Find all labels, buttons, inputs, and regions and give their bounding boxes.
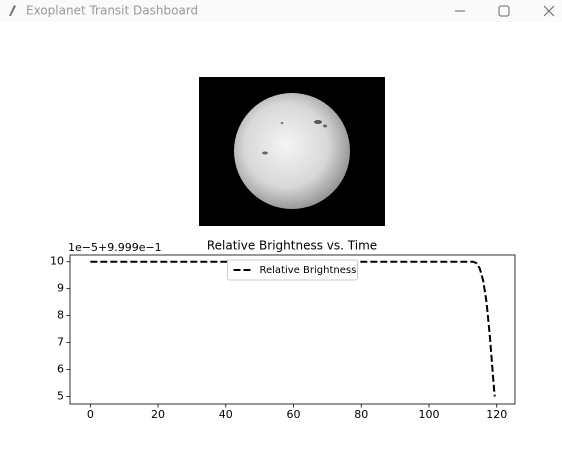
- legend-label: Relative Brightness: [260, 265, 357, 276]
- x-tick-label: 40: [219, 408, 233, 421]
- y-offset-label: 1e−5+9.999e−1: [68, 241, 162, 254]
- x-tick-label: 60: [287, 408, 301, 421]
- x-tick-label: 120: [486, 408, 507, 421]
- maximize-button[interactable]: [498, 5, 510, 17]
- window-title: Exoplanet Transit Dashboard: [26, 4, 198, 18]
- sun-image: [199, 77, 385, 226]
- y-tick-label: 7: [57, 336, 64, 349]
- sun-disk: [234, 93, 350, 209]
- y-tick-label: 10: [50, 255, 64, 268]
- close-button[interactable]: [543, 5, 555, 17]
- x-tick-label: 80: [354, 408, 368, 421]
- data-line: [90, 260, 496, 397]
- y-tick-label: 9: [57, 282, 64, 295]
- y-tick-label: 6: [57, 363, 64, 376]
- sunspot: [323, 124, 327, 128]
- sunspot: [262, 151, 268, 155]
- x-tick-label: 20: [151, 408, 165, 421]
- x-tick-label: 100: [418, 408, 439, 421]
- legend-box: [227, 259, 358, 281]
- sunspot: [314, 120, 322, 124]
- title-bar: [0, 0, 562, 22]
- y-tick-label: 8: [57, 309, 64, 322]
- chart-title: Relative Brightness vs. Time: [207, 239, 377, 253]
- sunspot: [280, 122, 284, 124]
- app-icon: [9, 5, 16, 16]
- chart: Relative Brightness vs. Time 1e−5+9.999e…: [50, 239, 516, 421]
- y-tick-label: 5: [57, 389, 64, 402]
- x-tick-label: 0: [87, 408, 94, 421]
